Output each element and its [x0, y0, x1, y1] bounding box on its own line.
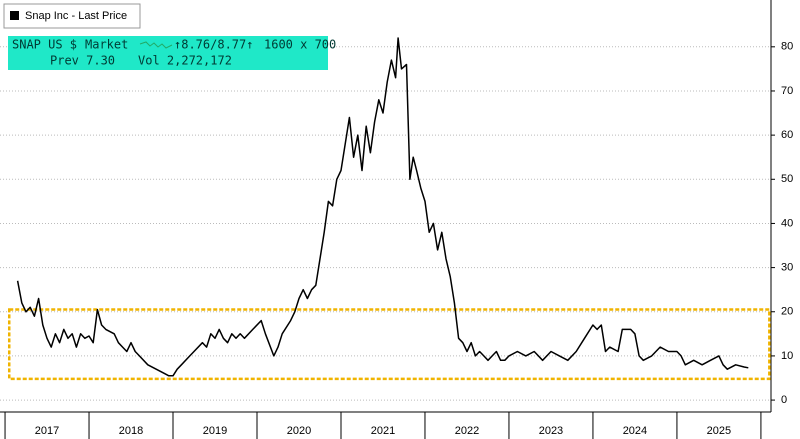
y-tick-label: 10 — [781, 350, 793, 362]
quote-box: SNAP US $ Market ↑8.76/8.77↑ 1600 x 700 … — [8, 36, 336, 70]
y-tick-label: 0 — [781, 394, 787, 406]
highlight-band — [7, 308, 771, 381]
y-tick-label: 20 — [781, 306, 793, 318]
x-tick-label: 2021 — [371, 425, 395, 437]
x-tick-label: 2024 — [623, 425, 647, 437]
quote-box-bg — [8, 36, 328, 70]
y-tick-label: 70 — [781, 85, 793, 97]
legend-box — [3, 3, 141, 29]
x-tick-label: 2018 — [119, 425, 143, 437]
quote: ↑8.76/8.77↑ — [174, 38, 253, 52]
y-tick-label: 50 — [781, 173, 793, 185]
market: Market — [85, 38, 128, 52]
sparkline — [139, 41, 173, 49]
ticker: SNAP US $ — [12, 38, 77, 52]
x-tick-label: 2019 — [203, 425, 227, 437]
x-tick-label: 2025 — [707, 425, 731, 437]
x-tick-label: 2020 — [287, 425, 311, 437]
y-tick-label: 40 — [781, 217, 793, 229]
x-tick-label: 2022 — [455, 425, 479, 437]
y-tick-label: 80 — [781, 41, 793, 53]
price-line — [16, 37, 749, 377]
size: 1600 x 700 — [264, 38, 336, 52]
volume: Vol 2,272,172 — [138, 54, 232, 68]
prev: Prev 7.30 — [50, 54, 115, 68]
y-tick-label: 60 — [781, 129, 793, 141]
x-tick-label: 2023 — [539, 425, 563, 437]
y-tick-label: 30 — [781, 262, 793, 274]
legend-swatch — [10, 11, 19, 20]
legend: Snap Inc - Last Price — [3, 3, 141, 29]
legend-label: Snap Inc - Last Price — [25, 10, 127, 22]
x-tick-label: 2017 — [35, 425, 59, 437]
